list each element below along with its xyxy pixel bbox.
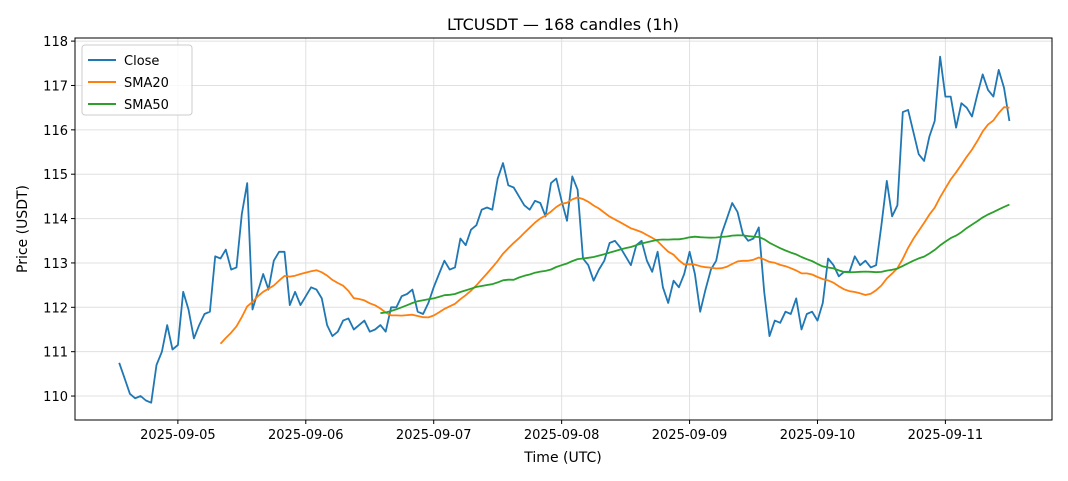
x-tick-label: 2025-09-08 xyxy=(524,428,600,443)
y-axis-label: Price (USDT) xyxy=(15,185,31,273)
y-axis-ticks: 110 111 112 113 114 115 116 117 118 xyxy=(43,35,75,405)
x-tick-label: 2025-09-10 xyxy=(780,428,856,443)
y-tick-label: 111 xyxy=(43,346,68,361)
legend-label-close: Close xyxy=(124,54,159,69)
y-tick-label: 110 xyxy=(43,390,68,405)
y-tick-label: 113 xyxy=(43,257,68,272)
series-line-sma50 xyxy=(380,203,1010,314)
chart-title: LTCUSDT — 168 candles (1h) xyxy=(447,15,679,34)
x-tick-label: 2025-09-05 xyxy=(140,428,216,443)
y-tick-label: 114 xyxy=(43,213,68,228)
y-tick-label: 117 xyxy=(43,79,68,94)
x-tick-label: 2025-09-11 xyxy=(908,428,984,443)
legend-label-sma20: SMA20 xyxy=(124,76,169,91)
legend-label-sma50: SMA50 xyxy=(124,98,169,113)
series-line-close xyxy=(118,55,1011,404)
x-axis-label: Time (UTC) xyxy=(523,450,601,466)
y-tick-label: 115 xyxy=(43,168,68,183)
x-axis-ticks: 2025-09-05 2025-09-06 2025-09-07 2025-09-08… xyxy=(140,420,983,443)
series-lines xyxy=(118,55,1011,404)
legend: Close SMA20 SMA50 xyxy=(81,44,193,116)
x-tick-label: 2025-09-07 xyxy=(396,428,472,443)
series-line-sma20 xyxy=(219,106,1010,345)
x-tick-label: 2025-09-09 xyxy=(652,428,728,443)
y-tick-label: 112 xyxy=(43,301,68,316)
x-tick-label: 2025-09-06 xyxy=(268,428,344,443)
y-tick-label: 116 xyxy=(43,124,68,139)
legend-box xyxy=(81,44,193,116)
plot-frame xyxy=(74,37,1053,421)
grid xyxy=(75,38,1052,420)
y-tick-label: 118 xyxy=(43,35,68,50)
